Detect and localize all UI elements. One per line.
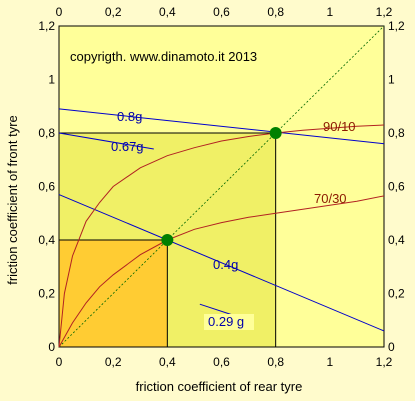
blue-line-label-3: 0.29 g [208, 314, 244, 329]
y-tick-right-1: 0,2 [388, 287, 405, 301]
x-axis-title: friction coefficient of rear tyre [136, 379, 303, 394]
x-tick-bottom-2: 0,4 [159, 355, 176, 369]
series-label-1: 70/30 [314, 191, 347, 206]
y-tick-right-2: 0,4 [388, 233, 405, 247]
y-axis-title: friction coefficient of front tyre [5, 115, 20, 285]
y-tick-right-4: 0,8 [388, 126, 405, 140]
blue-line-0 [58, 108, 385, 145]
y-tick-left-1: 0,2 [38, 287, 55, 301]
series-line-0 [58, 124, 385, 348]
y-tick-left-5: 1 [48, 73, 55, 87]
x-tick-top-3: 0,6 [213, 5, 230, 19]
x-tick-top-5: 1 [326, 5, 333, 19]
blue-line-1 [58, 132, 154, 150]
data-points [161, 127, 282, 246]
blue-line-3 [199, 303, 233, 316]
chart-lines [58, 25, 385, 348]
blue-label-bg-3 [204, 314, 254, 330]
y-tick-right-5: 1 [388, 73, 395, 87]
series-labels: 0.8g 0.67g 0.4g 0.29 g 90/10 70/30 [111, 109, 356, 330]
copyright-text: copyrigth. www.dinamoto.it 2013 [70, 49, 257, 64]
blue-line-label-2: 0.4g [213, 257, 238, 272]
y-tick-left-4: 0,8 [38, 126, 55, 140]
x-tick-top-1: 0,2 [105, 5, 122, 19]
x-tick-top-0: 0 [56, 5, 63, 19]
y-tick-left-2: 0,4 [38, 233, 55, 247]
x-tick-top-4: 0,8 [267, 5, 284, 19]
y-tick-right-3: 0,6 [388, 180, 405, 194]
blue-line-2 [58, 194, 385, 332]
y-tick-right-0: 0 [388, 340, 395, 354]
x-tick-bottom-6: 1,2 [376, 355, 393, 369]
y-tick-right-6: 1,2 [388, 19, 405, 33]
data-point-1 [161, 234, 174, 246]
y-tick-left-6: 1,2 [38, 19, 55, 33]
x-tick-bottom-0: 0 [56, 355, 63, 369]
series-label-0: 90/10 [323, 119, 356, 134]
blue-line-label-1: 0.67g [111, 139, 144, 154]
x-tick-top-2: 0,4 [159, 5, 176, 19]
blue-line-label-0: 0.8g [117, 109, 142, 124]
x-tick-top-6: 1,2 [376, 5, 393, 19]
diagonal-line [58, 25, 385, 348]
series-line-1 [58, 195, 385, 348]
y-tick-left-3: 0,6 [38, 180, 55, 194]
x-tick-bottom-1: 0,2 [105, 355, 122, 369]
x-tick-bottom-5: 1 [326, 355, 333, 369]
data-point-0 [269, 127, 282, 139]
y-tick-left-0: 0 [48, 340, 55, 354]
x-tick-bottom-4: 0,8 [267, 355, 284, 369]
x-tick-bottom-3: 0,6 [213, 355, 230, 369]
